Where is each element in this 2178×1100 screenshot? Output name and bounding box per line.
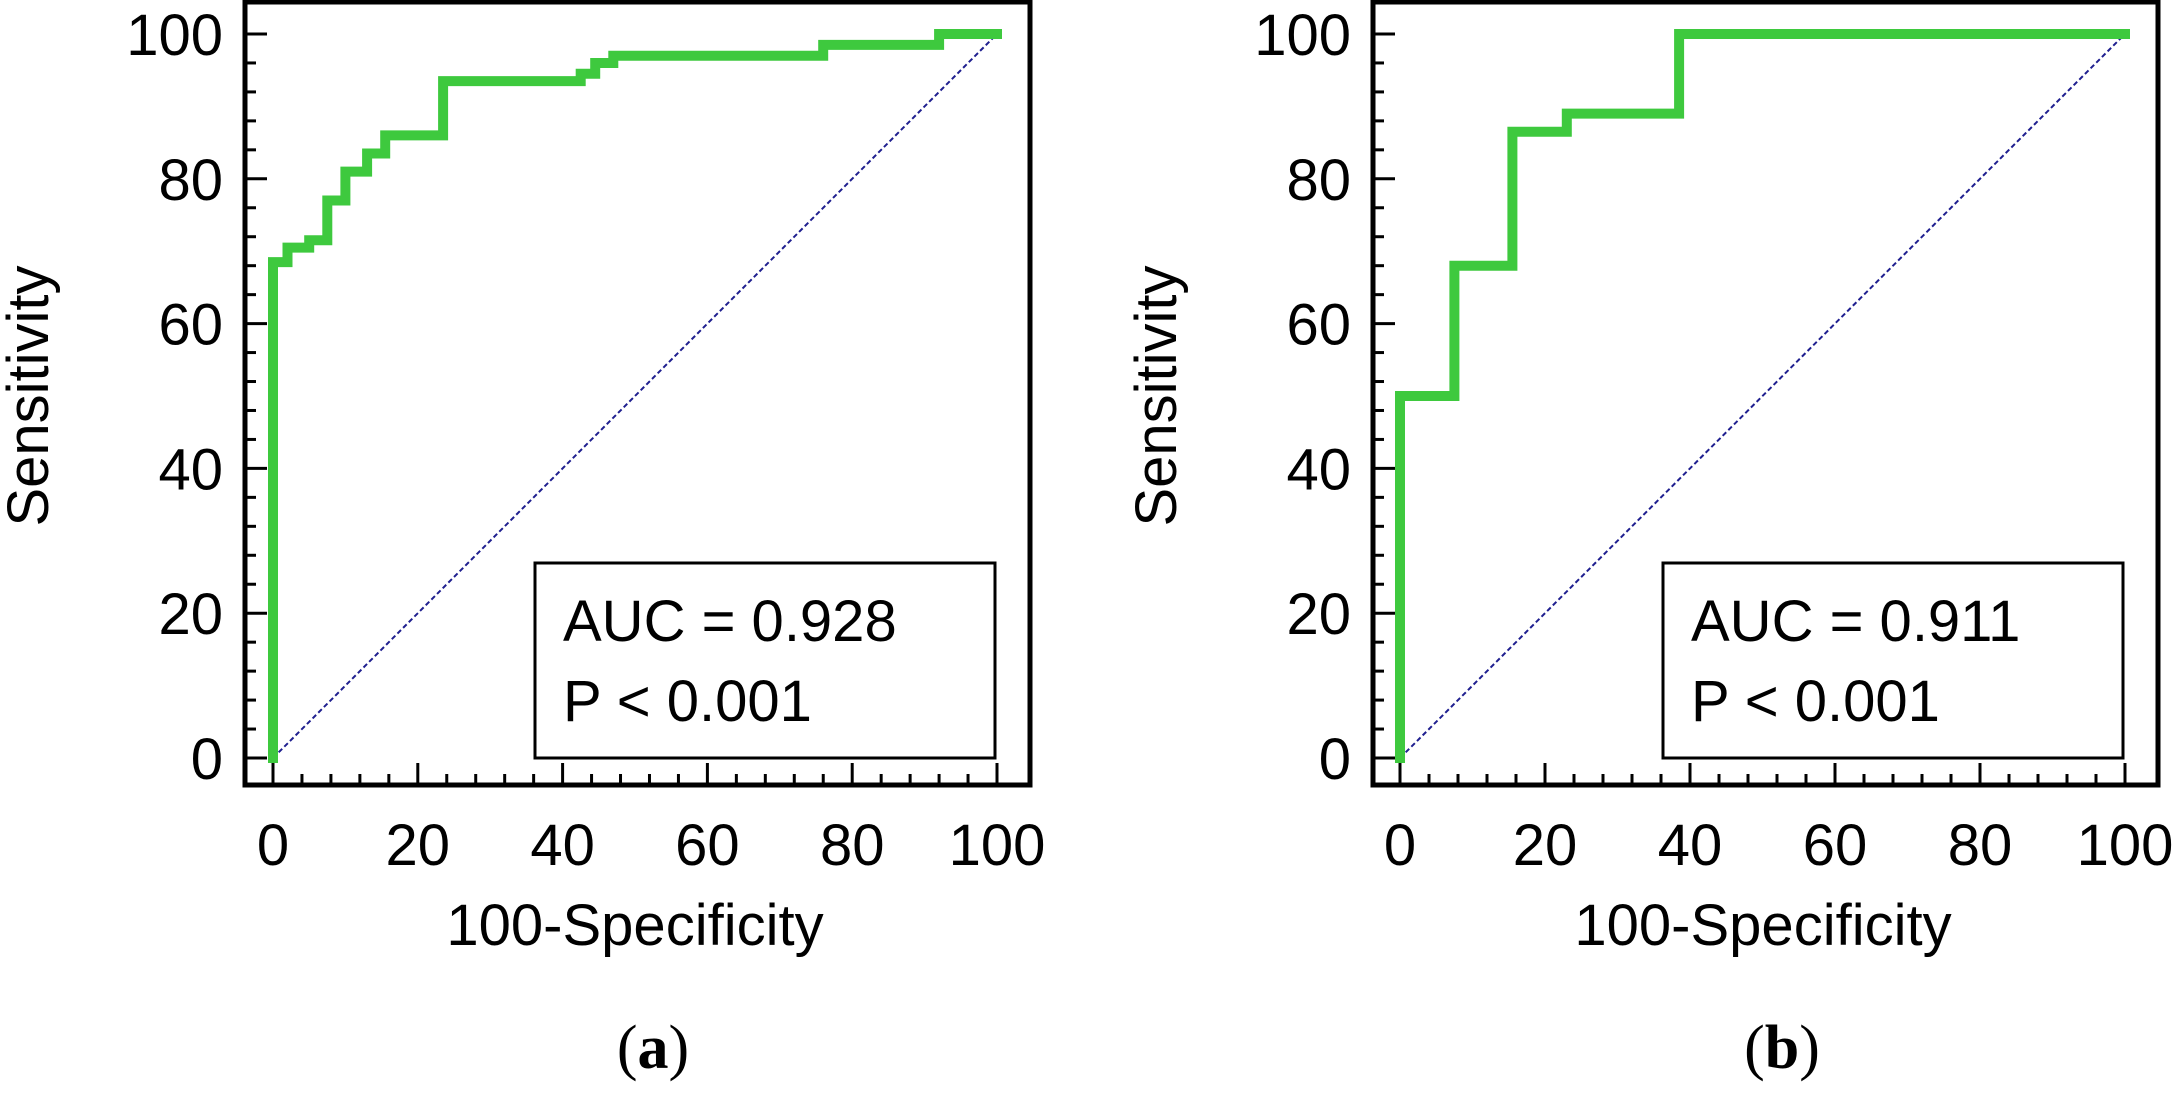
panel-a-y-tick-label: 0 bbox=[191, 727, 223, 792]
panel-b-reference-diagonal bbox=[1399, 33, 2126, 759]
panel-a-x-tick-label: 60 bbox=[675, 813, 740, 878]
panel-b-x-tick-label: 60 bbox=[1803, 813, 1868, 878]
panel-a-x-tick-label: 0 bbox=[257, 813, 289, 878]
panel-b-annotation-box bbox=[1661, 561, 2125, 760]
panel-b-x-tick-label: 40 bbox=[1658, 813, 1723, 878]
panel-b-x-tick-label: 100 bbox=[2077, 813, 2174, 878]
panel-a-y-tick-label: 80 bbox=[158, 148, 223, 213]
panel-b-plot-frame bbox=[1370, 0, 2161, 788]
panel-a-reference-diagonal bbox=[272, 33, 998, 759]
panel-b-y-tick-label: 80 bbox=[1286, 148, 1351, 213]
panel-a-annotation-box bbox=[533, 561, 997, 760]
panel-a-x-tick-label: 40 bbox=[530, 813, 595, 878]
panel-b-x-tick-label: 0 bbox=[1384, 813, 1416, 878]
panel-a-x-tick-label: 20 bbox=[386, 813, 451, 878]
panel-b-x-axis-label: 100-Specificity bbox=[1574, 893, 1951, 958]
panel-b-y-tick-label: 100 bbox=[1254, 3, 1351, 68]
panel-a-roc-curve bbox=[268, 29, 1002, 763]
panel-a-x-axis-label: 100-Specificity bbox=[446, 893, 823, 958]
panel-b-x-tick-label: 20 bbox=[1513, 813, 1578, 878]
panel-a-y-tick-label: 20 bbox=[158, 582, 223, 647]
panel-a-plot-frame bbox=[242, 0, 1033, 788]
panel-b-y-axis-label: Sensitivity bbox=[1124, 265, 1189, 526]
panel-a-y-tick-label: 40 bbox=[158, 437, 223, 502]
panel-a-p-value-text: P < 0.001 bbox=[563, 669, 812, 734]
panel-b-y-tick-label: 0 bbox=[1319, 727, 1351, 792]
panel-b-panel-label: (b) bbox=[1744, 1014, 1820, 1082]
panel-a-panel-label: (a) bbox=[617, 1014, 689, 1082]
panel-b-auc-text: AUC = 0.911 bbox=[1691, 589, 2020, 654]
panel-a-x-tick-label: 100 bbox=[949, 813, 1046, 878]
panel-b-p-value-text: P < 0.001 bbox=[1691, 669, 1940, 734]
panel-b-x-tick-label: 80 bbox=[1948, 813, 2013, 878]
panel-a-y-tick-label: 100 bbox=[126, 3, 223, 68]
panel-b-roc-curve bbox=[1395, 29, 2130, 763]
panel-b-y-tick-label: 20 bbox=[1286, 582, 1351, 647]
panel-a-y-tick-label: 60 bbox=[158, 293, 223, 358]
panel-b-y-tick-label: 40 bbox=[1286, 437, 1351, 502]
panel-b-y-tick-label: 60 bbox=[1286, 293, 1351, 358]
panel-a-auc-text: AUC = 0.928 bbox=[563, 589, 897, 654]
panel-a-y-axis-label: Sensitivity bbox=[0, 265, 61, 526]
panel-a-x-tick-label: 80 bbox=[820, 813, 885, 878]
